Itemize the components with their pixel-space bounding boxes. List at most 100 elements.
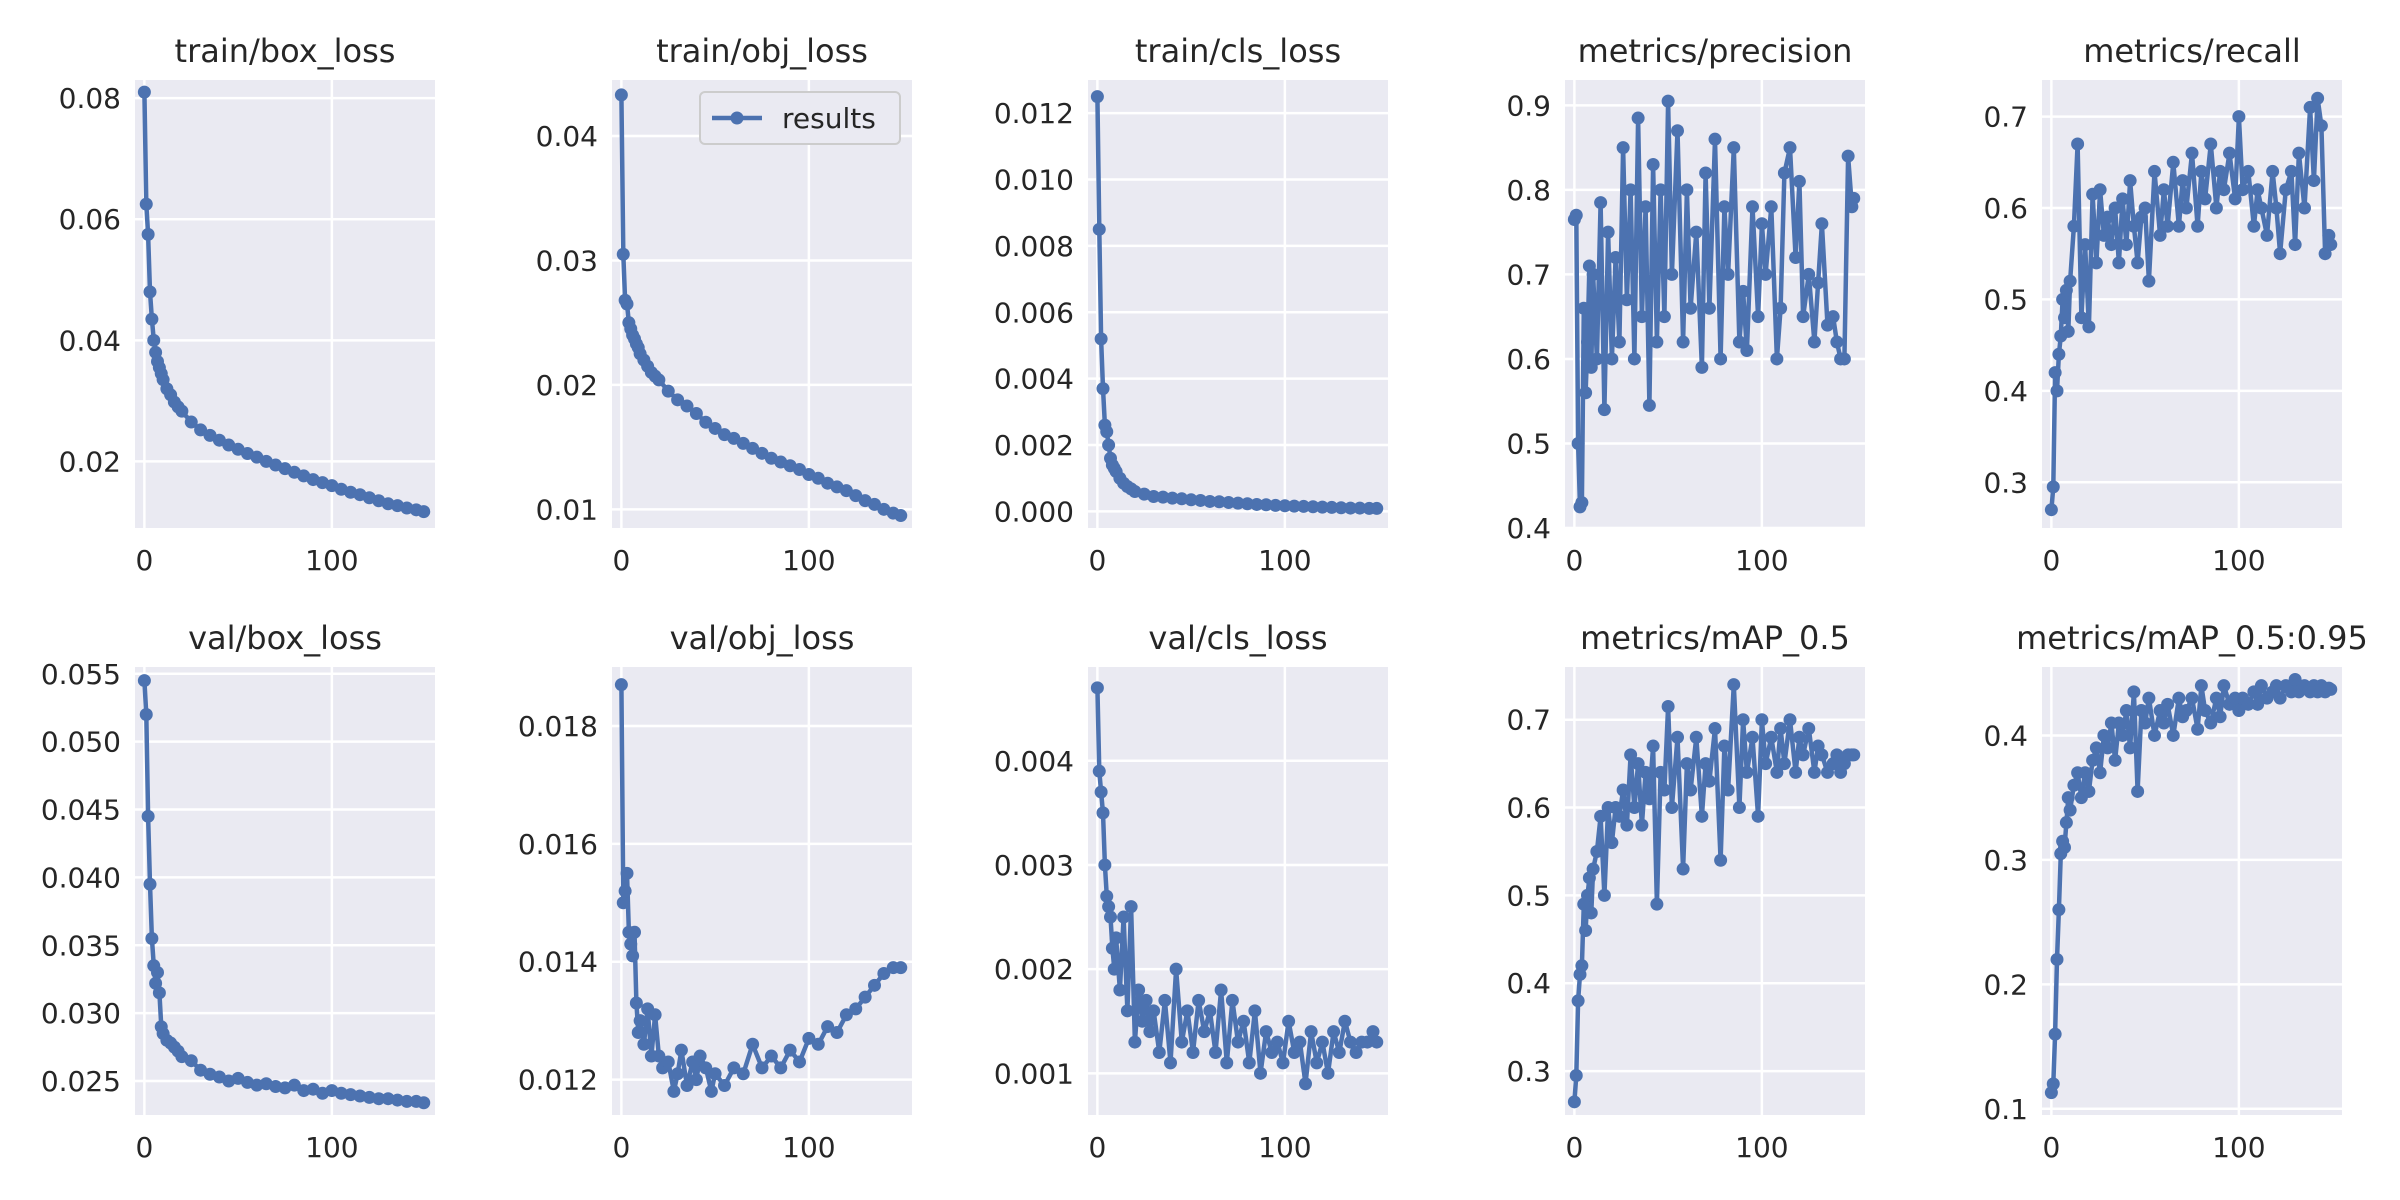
data-point <box>194 423 208 437</box>
data-point <box>1265 1045 1279 1059</box>
data-point <box>137 85 151 99</box>
data-point <box>689 1073 703 1087</box>
data-point <box>1770 352 1784 366</box>
data-point <box>2046 1077 2060 1091</box>
data-point <box>1646 158 1660 172</box>
data-point <box>1175 1035 1189 1049</box>
y-tick-label: 0.4 <box>1506 512 1551 545</box>
data-point <box>1139 993 1153 1007</box>
x-tick-label: 100 <box>2212 1131 2265 1164</box>
y-tick-label: 0.02 <box>59 445 121 478</box>
data-point <box>1180 1004 1194 1018</box>
data-point <box>2082 784 2096 798</box>
data-point <box>1657 310 1671 324</box>
data-point <box>2078 238 2092 252</box>
data-point <box>689 407 703 421</box>
data-point <box>1601 225 1615 239</box>
data-point <box>143 877 157 891</box>
data-point <box>1098 858 1112 872</box>
data-point <box>1581 335 1594 349</box>
data-point <box>802 1031 816 1045</box>
data-point <box>2314 119 2328 133</box>
data-point <box>1094 785 1108 799</box>
x-tick-label: 100 <box>782 544 835 577</box>
data-point <box>1624 183 1638 197</box>
data-point <box>1240 497 1254 511</box>
data-point <box>1569 208 1583 222</box>
subplot: train/cls_loss 0 100 0.000 0.002 0.004 0.006 0.… <box>994 32 1388 577</box>
data-point <box>2063 274 2077 288</box>
y-tick-label: 0.004 <box>994 745 1074 778</box>
data-point <box>2213 710 2227 724</box>
data-point <box>2273 247 2287 261</box>
legend-marker <box>730 111 744 125</box>
data-point <box>1847 748 1861 762</box>
data-point <box>1635 310 1649 324</box>
data-point <box>1807 765 1821 779</box>
data-point <box>1732 335 1746 349</box>
data-point <box>417 505 431 519</box>
data-point <box>708 1067 722 1081</box>
y-tick-label: 0.03 <box>536 244 598 277</box>
y-tick-label: 0.6 <box>1506 343 1551 376</box>
data-point <box>1571 436 1585 450</box>
data-point <box>1250 497 1264 511</box>
axes-background <box>612 667 912 1115</box>
data-point <box>2134 704 2148 718</box>
data-point <box>2093 183 2107 197</box>
data-point <box>2311 91 2325 105</box>
x-tick-label: 0 <box>612 544 630 577</box>
data-point <box>1096 382 1110 396</box>
data-point <box>2251 697 2265 711</box>
data-point <box>1212 495 1226 509</box>
data-point <box>1327 1025 1341 1039</box>
data-point <box>1090 90 1104 104</box>
data-point <box>614 88 628 102</box>
axes-background <box>1088 80 1388 528</box>
data-point <box>631 1025 645 1039</box>
data-point <box>1642 792 1656 806</box>
data-point <box>868 978 881 992</box>
data-point <box>175 404 189 418</box>
data-point <box>727 1061 741 1075</box>
data-point <box>2157 183 2171 197</box>
data-point <box>1777 166 1791 180</box>
data-point <box>1594 809 1608 823</box>
data-point <box>1254 1066 1267 1080</box>
data-point <box>616 247 630 261</box>
data-point <box>1642 398 1656 412</box>
y-tick-label: 0.06 <box>59 203 121 236</box>
data-point <box>652 1049 666 1063</box>
data-point <box>1841 149 1855 163</box>
data-point <box>2048 1027 2062 1041</box>
data-point <box>2251 183 2265 197</box>
y-tick-label: 0.9 <box>1506 89 1551 122</box>
data-point <box>145 932 159 946</box>
data-point <box>1349 1045 1363 1059</box>
data-point <box>830 1025 844 1039</box>
data-point <box>1092 764 1106 778</box>
y-tick-label: 0.08 <box>59 82 121 115</box>
data-point <box>1830 335 1844 349</box>
data-point <box>2324 682 2338 696</box>
data-point <box>1325 500 1339 514</box>
data-point <box>1732 801 1746 815</box>
data-point <box>1702 774 1716 788</box>
data-point <box>2228 192 2242 206</box>
data-point <box>1740 343 1754 357</box>
data-point <box>2119 238 2133 252</box>
data-point <box>1366 1025 1380 1039</box>
data-point <box>1695 809 1709 823</box>
data-point <box>2166 728 2180 742</box>
data-point <box>1105 941 1119 955</box>
data-point <box>1334 501 1348 515</box>
data-point <box>693 1049 707 1063</box>
data-point <box>1657 783 1671 797</box>
data-point <box>620 866 634 880</box>
data-point <box>1575 959 1589 973</box>
data-point <box>1237 1014 1251 1028</box>
data-point <box>1796 310 1810 324</box>
data-point <box>2269 679 2283 693</box>
x-tick-label: 0 <box>1088 544 1106 577</box>
data-point <box>2148 728 2161 742</box>
